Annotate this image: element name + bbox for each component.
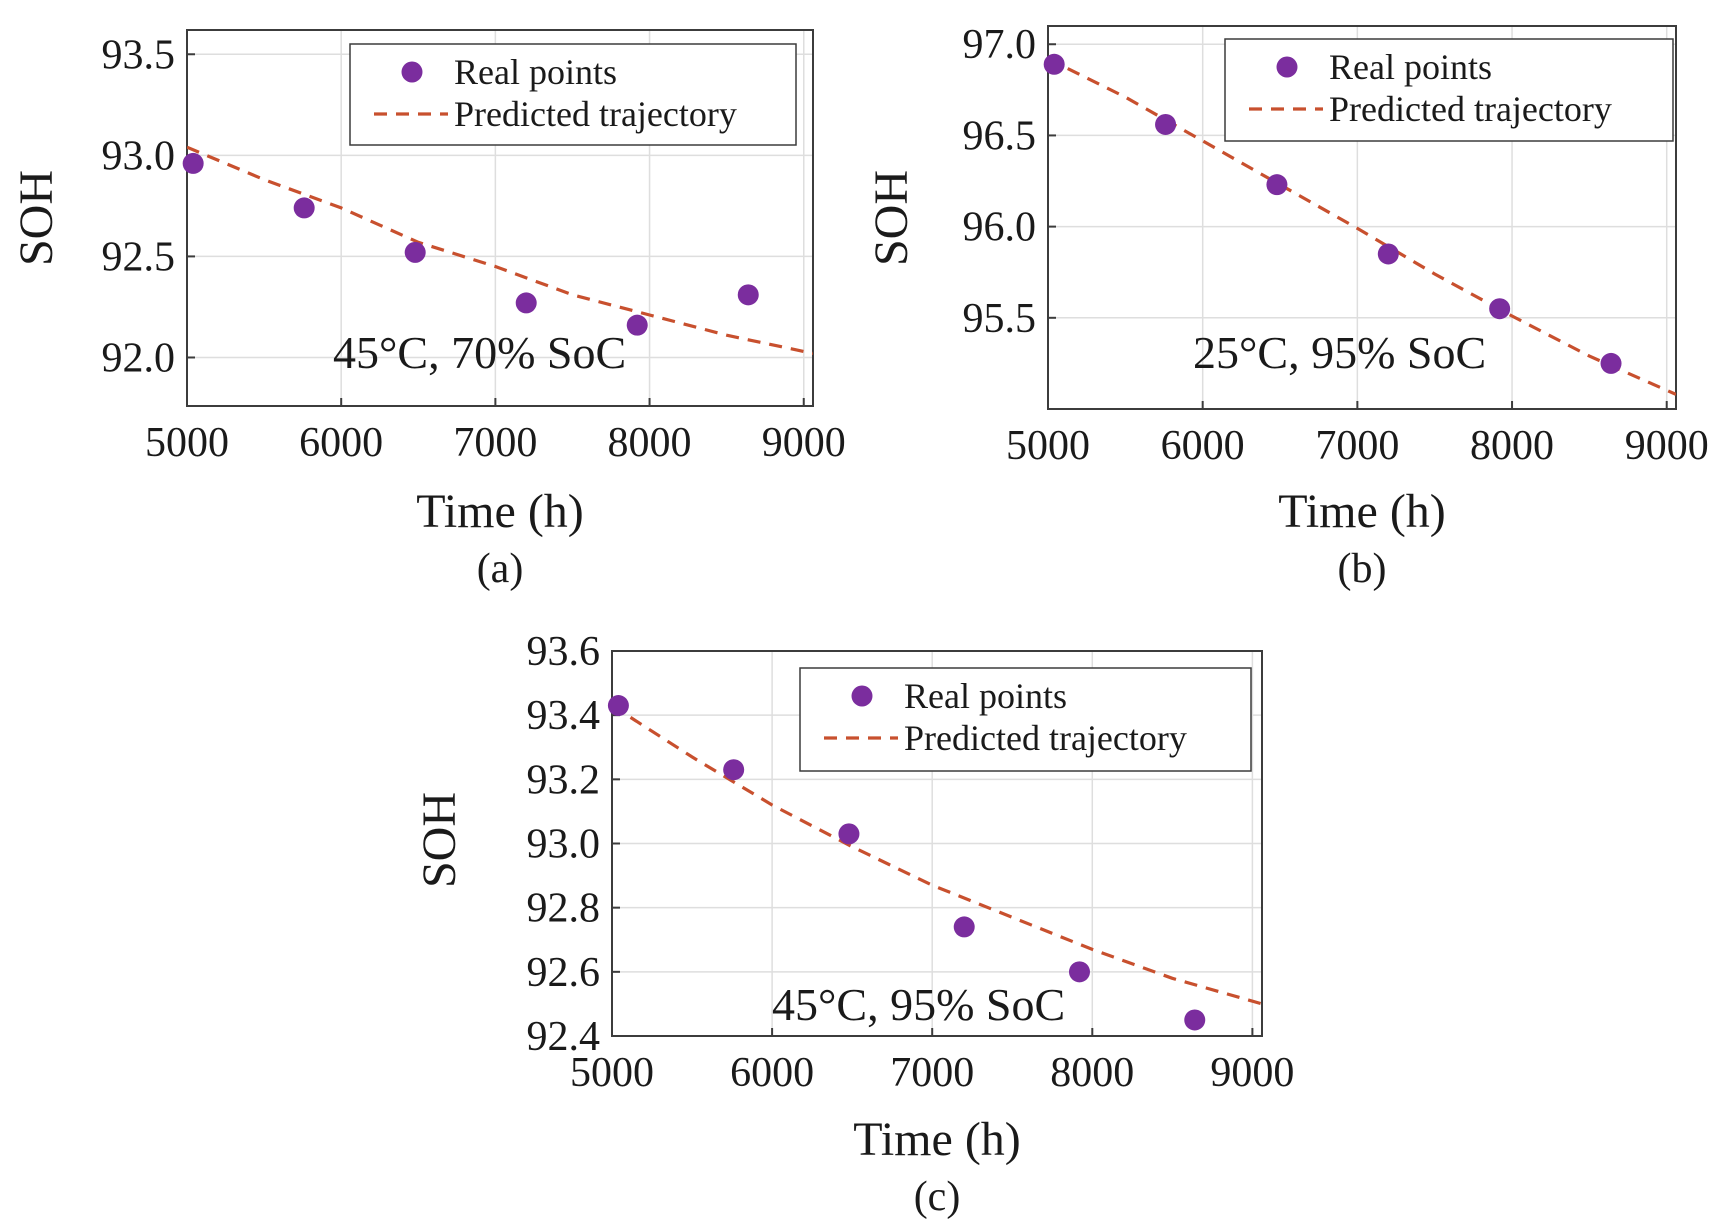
x-tick-label: 7000 (890, 1050, 974, 1096)
x-tick-label: 6000 (1161, 423, 1245, 469)
x-tick-label: 7000 (1315, 423, 1399, 469)
x-axis-label: Time (h) (416, 485, 584, 538)
panel-caption: (a) (477, 546, 524, 592)
y-tick-label: 92.4 (527, 1014, 601, 1060)
x-tick-label: 6000 (299, 420, 383, 466)
data-layer (187, 145, 813, 355)
legend-marker-real-points (1276, 56, 1298, 78)
legend-label-real-points: Real points (1329, 47, 1492, 87)
real-point (953, 916, 975, 938)
real-point (1266, 174, 1288, 196)
x-tick-label: 9000 (762, 420, 846, 466)
chart-panel-a: 5000 6000 7000 8000 9000 92.0 92.5 93.0 93.5 Real… (10, 29, 846, 592)
real-point (723, 759, 745, 781)
x-tick-label: 9000 (1625, 423, 1709, 469)
y-tick-label: 92.6 (527, 950, 601, 996)
data-layer (1048, 57, 1676, 396)
real-point (737, 284, 759, 306)
x-tick-label: 5000 (1006, 423, 1090, 469)
y-tick-label: 93.0 (102, 133, 176, 179)
real-point (1043, 53, 1065, 75)
x-tick-label: 5000 (570, 1050, 654, 1096)
condition-annotation: 25°C, 95% SoC (1193, 327, 1486, 378)
y-axis-label: SOH (413, 792, 466, 888)
chart-panel-c: 5000 6000 7000 8000 9000 92.4 92.6 92.8 93.0 93.2… (413, 629, 1294, 1220)
legend-box (1224, 38, 1674, 142)
condition-annotation: 45°C, 70% SoC (333, 327, 626, 378)
real-point (182, 152, 204, 174)
y-tick-label: 93.4 (527, 693, 601, 739)
data-layer (612, 704, 1262, 1006)
real-point (1377, 243, 1399, 265)
y-axis-label: SOH (865, 170, 918, 266)
legend-box (349, 43, 797, 146)
x-tick-label: 8000 (1470, 423, 1554, 469)
panel-caption: (c) (914, 1174, 961, 1220)
condition-annotation: 45°C, 95% SoC (772, 979, 1065, 1030)
x-axis-label: Time (h) (853, 1113, 1021, 1166)
real-point (404, 241, 426, 263)
y-tick-label: 93.2 (527, 757, 601, 803)
x-tick-label: 8000 (1050, 1050, 1134, 1096)
legend-label-predicted: Predicted trajectory (904, 718, 1187, 758)
y-tick-label: 97.0 (963, 22, 1037, 68)
real-point (1184, 1009, 1206, 1031)
predicted-trajectory-line (1048, 57, 1676, 396)
real-point (1155, 113, 1177, 135)
x-tick-label: 9000 (1210, 1050, 1294, 1096)
real-point (515, 292, 537, 314)
real-point (1068, 961, 1090, 983)
y-tick-label: 92.0 (102, 335, 176, 381)
x-tick-label: 8000 (608, 420, 692, 466)
legend-label-predicted: Predicted trajectory (1329, 89, 1612, 129)
y-tick-label: 96.0 (963, 205, 1037, 251)
x-tick-label: 6000 (730, 1050, 814, 1096)
y-tick-label: 92.8 (527, 886, 601, 932)
predicted-trajectory-line (612, 704, 1262, 1006)
y-tick-label: 93.0 (527, 822, 601, 868)
legend-label-real-points: Real points (904, 676, 1067, 716)
legend-box (799, 667, 1252, 772)
y-tick-label: 93.6 (527, 629, 601, 675)
legend-label-real-points: Real points (454, 52, 617, 92)
predicted-trajectory-line (187, 145, 813, 355)
real-point (1489, 298, 1511, 320)
legend-marker-real-points (851, 685, 873, 707)
real-point (838, 823, 860, 845)
x-axis-label: Time (h) (1278, 485, 1446, 538)
legend-label-predicted: Predicted trajectory (454, 94, 737, 134)
legend-marker-real-points (401, 61, 423, 83)
y-tick-label: 96.5 (963, 113, 1037, 159)
real-point (626, 314, 648, 336)
real-point (607, 695, 629, 717)
chart-panel-b: 5000 6000 7000 8000 9000 95.5 96.0 96.5 97.0 Real… (865, 22, 1709, 592)
axes-frame (186, 29, 814, 407)
y-axis-label: SOH (10, 170, 63, 266)
x-tick-label: 5000 (145, 420, 229, 466)
y-tick-label: 92.5 (102, 234, 176, 280)
real-point (1600, 352, 1622, 374)
x-tick-label: 7000 (453, 420, 537, 466)
panel-caption: (b) (1338, 546, 1387, 592)
y-tick-label: 93.5 (102, 32, 176, 78)
real-point (293, 197, 315, 219)
y-tick-label: 95.5 (963, 296, 1037, 342)
axes-frame (1047, 25, 1677, 410)
